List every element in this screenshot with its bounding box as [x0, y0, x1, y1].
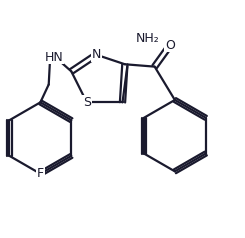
Text: N: N [92, 48, 101, 61]
Text: HN: HN [45, 51, 63, 64]
Text: S: S [83, 96, 91, 109]
Text: NH₂: NH₂ [135, 32, 159, 45]
Text: F: F [37, 167, 44, 180]
Text: O: O [165, 39, 175, 52]
